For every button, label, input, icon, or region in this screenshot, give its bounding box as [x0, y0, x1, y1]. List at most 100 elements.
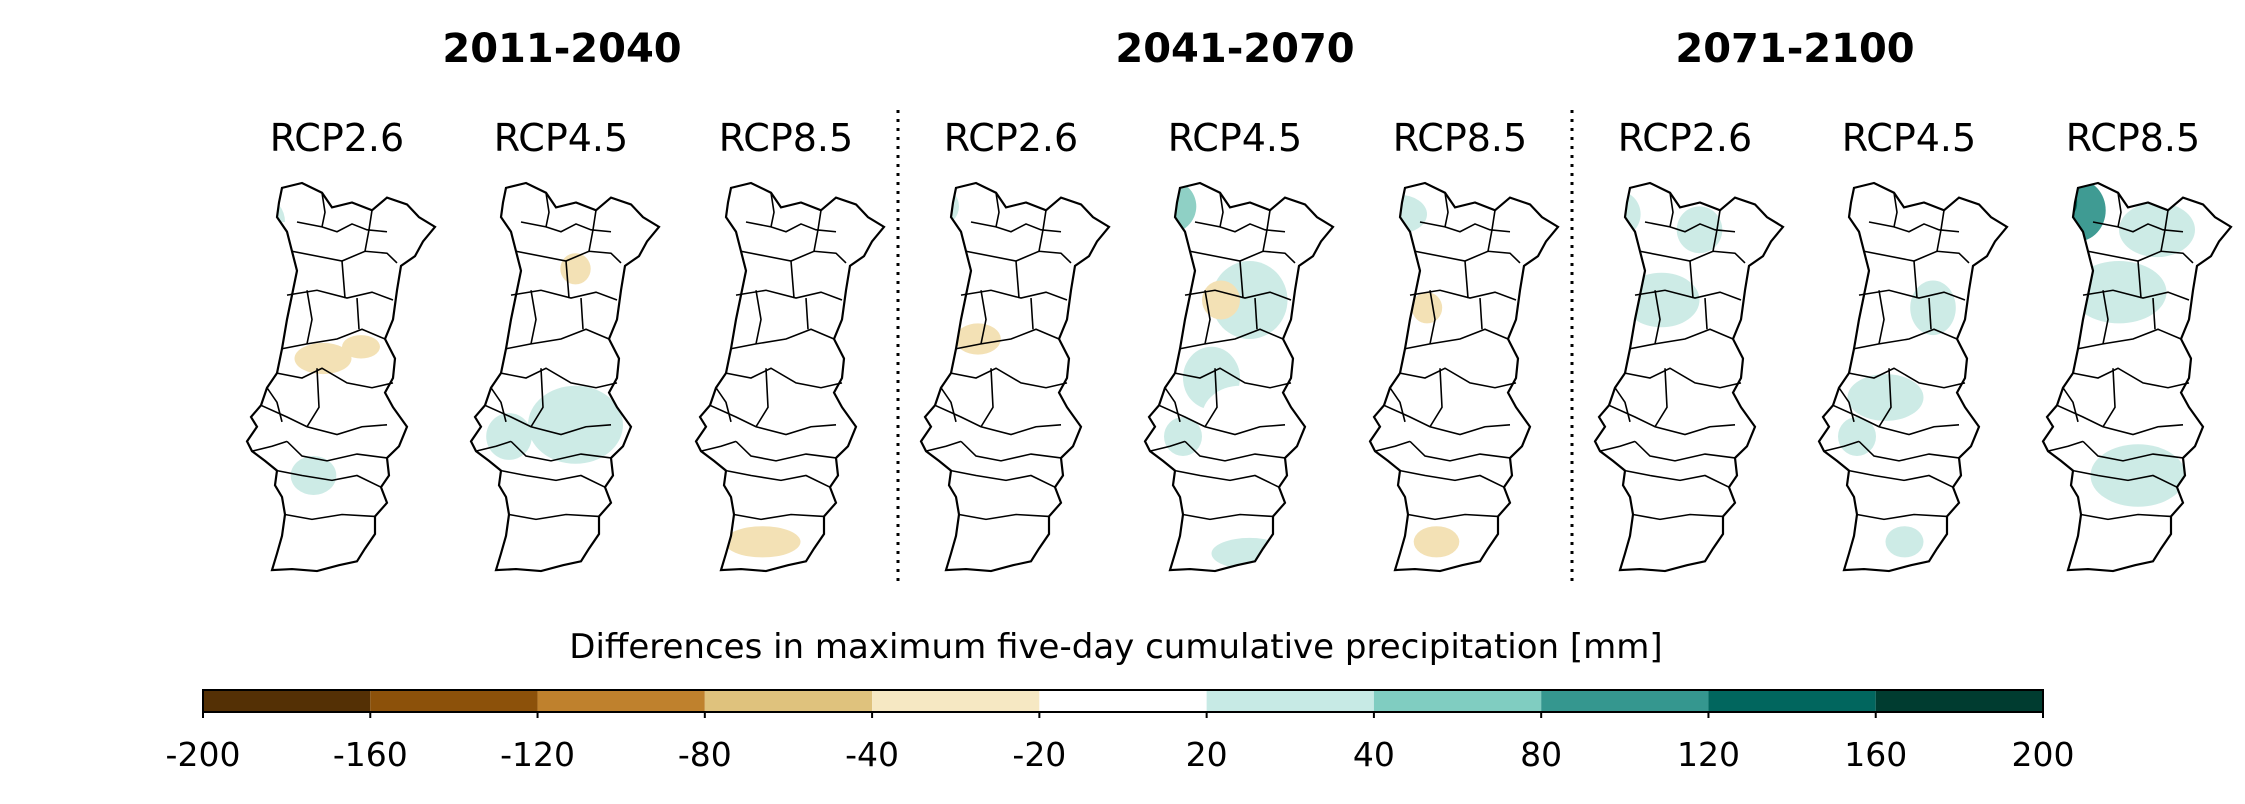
district-boundary [1863, 250, 1970, 264]
district-boundary [276, 367, 394, 389]
period-title-3: 2071-2100 [1675, 26, 1914, 72]
precip-anomaly-patch [1838, 417, 1876, 456]
period-title-2: 2041-2070 [1115, 26, 1354, 72]
district-boundary [2102, 368, 2116, 428]
country-outline [1593, 181, 1785, 573]
district-boundary [2080, 513, 2172, 521]
district-boundary [2056, 404, 2184, 436]
district-boundary [1669, 192, 1674, 228]
district-boundary [1262, 210, 1271, 252]
district-boundary [1634, 440, 1736, 462]
district-boundary [1913, 260, 1918, 299]
district-boundary [580, 298, 584, 330]
district-boundary [1487, 210, 1496, 252]
district-boundary [1174, 367, 1292, 389]
scenario-title-2-1: RCP2.6 [944, 116, 1078, 160]
district-boundary [980, 290, 987, 345]
precip-anomaly-patch [342, 335, 380, 359]
scenario-title-3-2: RCP4.5 [1842, 116, 1976, 160]
precip-anomaly-patch [1847, 198, 1905, 246]
district-boundary [1608, 404, 1736, 436]
precip-anomaly-patch [528, 342, 566, 375]
colorbar-tick-label: -20 [1012, 735, 1066, 774]
district-boundary [1239, 260, 1244, 299]
colorbar-tick-label: 200 [2012, 735, 2075, 774]
district-boundary [281, 328, 386, 350]
map-2011-2040-RCP4.5 [469, 181, 661, 573]
precip-anomaly-patch [336, 241, 367, 281]
colorbar-segment-3 [537, 690, 705, 712]
map-2041-2070-RCP4.5 [1143, 181, 1335, 573]
colorbar-tick-label: 20 [1186, 735, 1228, 774]
district-boundary [1204, 290, 1211, 345]
district-boundary [1712, 210, 1721, 252]
district-boundary [1654, 290, 1661, 345]
colorbar-segment-6 [1039, 690, 1207, 712]
district-boundary [306, 368, 320, 428]
district-boundary [740, 250, 847, 264]
district-boundary [925, 440, 962, 452]
precip-anomaly-patch [290, 456, 337, 495]
district-boundary [1689, 260, 1694, 299]
colorbar-segment-11 [1875, 690, 2043, 712]
colorbar-frame [202, 689, 2044, 713]
district-boundary [745, 221, 837, 233]
district-boundary [995, 192, 1000, 228]
district-boundary [2072, 367, 2190, 389]
district-boundary [1389, 387, 1406, 423]
district-boundary [2117, 192, 2122, 228]
district-boundary [934, 404, 1062, 436]
colorbar-tick-label: -80 [678, 735, 732, 774]
scenario-title-1-3: RCP8.5 [719, 116, 853, 160]
district-boundary [1164, 387, 1181, 423]
map-2011-2040-RCP8.5 [694, 181, 886, 573]
district-boundary [709, 404, 837, 436]
scenario-title-3-1: RCP2.6 [1618, 116, 1752, 160]
district-boundary [1614, 387, 1631, 423]
precip-anomaly-patch [1202, 385, 1278, 449]
precip-anomaly-patch [2081, 514, 2119, 554]
district-boundary [1149, 440, 1186, 452]
district-boundary [2047, 440, 2084, 452]
precip-anomaly-patch [1211, 537, 1288, 570]
precip-field [1838, 198, 1956, 558]
district-boundary [770, 192, 775, 228]
district-boundary [980, 368, 994, 428]
precip-anomaly-patch [949, 487, 988, 519]
colorbar-segment-8 [1373, 690, 1542, 712]
precip-anomaly-patch [810, 257, 848, 304]
district-boundary [755, 368, 769, 428]
district-boundary [725, 469, 831, 488]
district-boundary [1429, 290, 1436, 345]
district-boundary [733, 513, 825, 521]
map-2041-2070-RCP2.6 [919, 181, 1111, 573]
district-boundary [950, 469, 1056, 488]
scenario-title-2-3: RCP8.5 [1393, 116, 1527, 160]
district-boundary [296, 221, 388, 233]
district-boundary [1893, 192, 1898, 228]
colorbar-segment-10 [1708, 690, 1876, 712]
district-boundary [1928, 298, 1932, 330]
precip-anomaly-patch [1211, 261, 1288, 339]
district-boundary [530, 368, 544, 428]
district-boundary [1704, 298, 1708, 330]
district-boundary [1479, 298, 1483, 330]
district-boundary [1639, 250, 1746, 264]
colorbar-segment-5 [872, 690, 1040, 712]
district-boundary [1823, 440, 1860, 452]
district-boundary [321, 192, 326, 228]
district-boundary [1399, 469, 1505, 488]
precip-anomaly-patch [1413, 526, 1460, 558]
district-boundary [755, 290, 762, 345]
district-boundary [950, 367, 1068, 389]
district-boundary [515, 250, 622, 264]
colorbar-segment-7 [1206, 690, 1374, 712]
map-2041-2070-RCP8.5 [1368, 181, 1560, 573]
district-boundary [291, 250, 398, 264]
colorbar-tick-label: -120 [500, 735, 575, 774]
precip-anomaly-patch [1623, 358, 1681, 398]
colorbar-tick-label: -160 [333, 735, 408, 774]
map-2071-2100-RCP4.5 [1817, 181, 2009, 573]
district-boundary [1399, 367, 1517, 389]
district-boundary [2062, 387, 2079, 423]
